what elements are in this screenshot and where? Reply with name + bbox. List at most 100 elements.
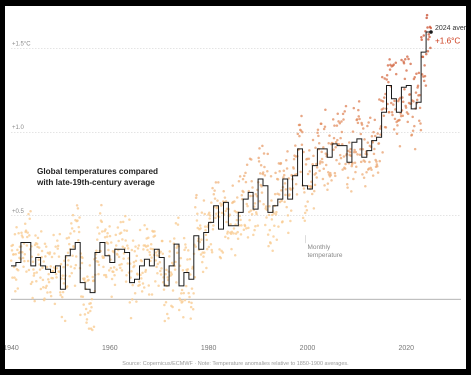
monthly-dot [173,237,176,240]
monthly-dot [241,177,245,181]
monthly-dot [350,190,353,193]
monthly-dot [90,305,93,309]
monthly-dot [166,276,169,279]
monthly-dot [49,265,52,268]
monthly-dot [280,189,283,192]
monthly-dot [36,236,40,240]
monthly-dot [112,270,115,274]
monthly-dot [138,280,141,283]
monthly-dot [146,248,149,252]
monthly-dot [21,256,25,260]
monthly-dot [32,274,36,277]
monthly-dot [189,305,193,309]
monthly-dot [35,280,38,283]
monthly-dot [42,260,45,263]
monthly-temperature-annotation: temperature [307,252,342,259]
monthly-dot [301,130,304,134]
monthly-dot [123,229,126,232]
monthly-dot [188,295,191,299]
monthly-dot [370,168,373,172]
monthly-dot [147,293,151,296]
monthly-dot [217,181,220,184]
monthly-dot [33,272,36,275]
monthly-dot [120,262,123,266]
monthly-dot [249,209,253,212]
monthly-dot [51,269,55,273]
monthly-dot [242,190,245,194]
monthly-dot [163,319,167,323]
monthly-dot [413,124,416,128]
monthly-dot [308,149,311,152]
monthly-dot [287,231,290,235]
monthly-dot [226,230,230,234]
monthly-dot [369,166,372,170]
monthly-dot [343,167,347,170]
monthly-dot [306,200,309,203]
monthly-dot [52,233,55,237]
monthly-dot [373,118,377,122]
monthly-dot [14,253,17,256]
monthly-dot [289,188,293,191]
monthly-dot [343,110,346,113]
monthly-dot [306,172,310,176]
monthly-dot [119,266,122,270]
monthly-dot [324,108,327,112]
monthly-dot [13,232,17,236]
monthly-dot [271,213,274,217]
monthly-dot [26,259,30,263]
monthly-dot [302,187,306,190]
monthly-dot [35,271,38,274]
monthly-dot [187,249,190,252]
monthly-dot [154,280,157,283]
monthly-dot [105,275,108,279]
monthly-dot [420,38,423,42]
monthly-dot [38,268,42,271]
monthly-dot [416,84,420,88]
monthly-dot [304,163,308,166]
monthly-dot [292,157,296,161]
monthly-dot [201,260,204,264]
monthly-dot [275,210,278,214]
monthly-dot [408,93,412,96]
monthly-dot [396,124,399,127]
monthly-dot [98,212,102,215]
monthly-dot [393,99,396,103]
monthly-dot [9,259,13,262]
monthly-dot [11,243,15,247]
monthly-dot [85,321,88,324]
monthly-dot [27,268,31,272]
monthly-dot [91,328,94,332]
monthly-dot [270,218,274,221]
monthly-dot [180,292,183,295]
monthly-dot [331,118,335,121]
monthly-dot [340,130,344,134]
monthly-dot [220,211,224,215]
monthly-dot [247,189,251,193]
annotations: Global temperatures compared with late-1… [36,25,466,259]
monthly-dot [351,130,355,133]
monthly-dot [275,238,279,241]
monthly-dot [21,251,24,254]
monthly-dot [426,50,430,53]
monthly-dot [401,114,405,118]
monthly-dot [298,134,301,138]
monthly-dot [250,179,253,183]
monthly-dot [126,262,129,265]
monthly-dot [16,268,20,272]
grid [11,48,461,300]
monthly-dot [390,101,393,105]
monthly-dot [143,223,146,227]
monthly-dot [373,134,377,138]
monthly-dot [84,307,88,311]
monthly-dot [150,256,153,259]
monthly-dot [311,138,315,142]
monthly-dot [243,224,247,228]
chart-panel: +0.5 +1.0 +1.5°C 1940 1960 1980 2000 2020 Globa… [5,6,466,369]
monthly-dot [304,205,307,208]
monthly-dot [168,240,172,243]
monthly-dot [314,146,317,149]
monthly-dot [13,276,16,279]
monthly-dot [311,162,314,166]
monthly-dot [134,245,137,248]
monthly-dot [418,93,421,97]
